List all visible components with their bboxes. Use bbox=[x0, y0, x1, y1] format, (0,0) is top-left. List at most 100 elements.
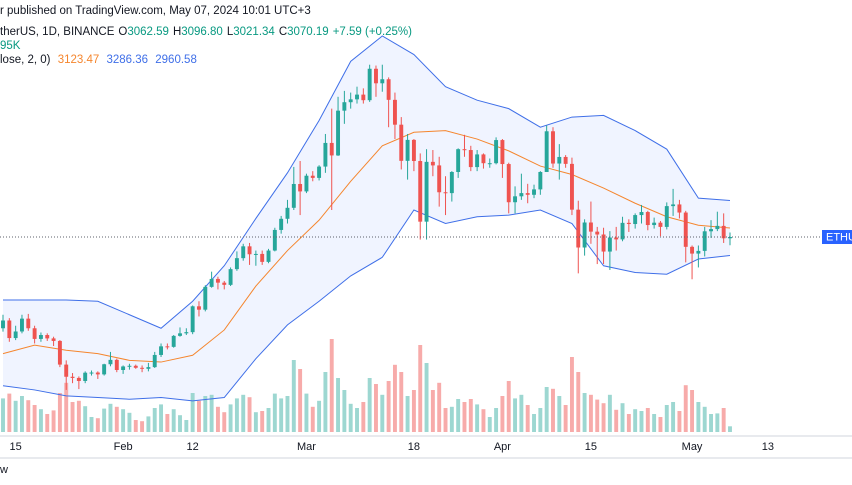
volume-bar bbox=[513, 398, 518, 432]
volume-bar bbox=[45, 414, 50, 432]
volume-bar bbox=[209, 394, 214, 432]
volume-bar bbox=[601, 403, 606, 432]
candle-body bbox=[557, 156, 562, 164]
ohlc-value: 3062.59 bbox=[127, 26, 169, 38]
candle-body bbox=[76, 377, 81, 381]
volume-bar bbox=[76, 400, 81, 432]
volume-bar bbox=[70, 402, 75, 432]
ohlc-label: O bbox=[118, 26, 128, 38]
legend-ohlc: therUS, 1D, BINANCE O3062.59 H3096.80 L3021… bbox=[0, 26, 416, 38]
volume-bar bbox=[728, 426, 732, 432]
volume-bar bbox=[367, 378, 372, 432]
volume-bar bbox=[234, 398, 239, 432]
x-tick-label: Mar bbox=[297, 441, 316, 453]
volume-bar bbox=[519, 394, 524, 432]
candle-body bbox=[671, 204, 676, 207]
candle-body bbox=[355, 94, 359, 100]
header: r published on TradingView.com, May 07, … bbox=[0, 5, 315, 17]
candle-body bbox=[304, 175, 309, 192]
candle-body bbox=[361, 94, 366, 101]
candle-body bbox=[190, 306, 195, 333]
volume-bar bbox=[652, 414, 657, 432]
volume-bar bbox=[13, 400, 18, 432]
candle-body bbox=[279, 218, 284, 230]
header-text: r published on TradingView.com, May 07, … bbox=[0, 5, 311, 17]
x-tick-label: 18 bbox=[408, 441, 420, 453]
candle-body bbox=[121, 366, 126, 370]
candle-body bbox=[664, 206, 669, 227]
candle-body bbox=[626, 222, 631, 225]
candle-body bbox=[506, 164, 511, 203]
volume-bar bbox=[430, 390, 435, 432]
volume-bar bbox=[607, 394, 612, 432]
x-tick-label: 13 bbox=[762, 441, 774, 453]
volume-bar bbox=[481, 409, 486, 432]
volume-bar bbox=[475, 404, 480, 432]
candle-body bbox=[228, 269, 233, 285]
candle-body bbox=[51, 338, 56, 341]
volume-bar bbox=[127, 412, 132, 432]
volume-bar bbox=[437, 382, 442, 432]
volume-bar bbox=[342, 390, 347, 432]
basis-value: 3123.47 bbox=[57, 54, 100, 66]
volume-bar bbox=[108, 403, 113, 432]
volume-bar bbox=[323, 372, 328, 432]
volume-bar bbox=[279, 398, 284, 432]
candle-body bbox=[481, 154, 486, 164]
volume-bar bbox=[386, 381, 391, 432]
volume-bar bbox=[32, 405, 37, 432]
volume-bar bbox=[380, 394, 385, 432]
candle-body bbox=[323, 142, 328, 167]
candle-body bbox=[500, 140, 505, 165]
volume-bar bbox=[633, 409, 638, 432]
volume-bar bbox=[671, 402, 676, 432]
volume-bar bbox=[683, 385, 688, 432]
volume-bar bbox=[253, 412, 258, 432]
volume-bar bbox=[228, 404, 233, 432]
candle-body bbox=[215, 278, 220, 283]
candle-body bbox=[475, 154, 480, 168]
candle-body bbox=[89, 372, 94, 374]
ohlc-value: 3070.19 bbox=[287, 26, 329, 38]
candle-body bbox=[462, 149, 467, 151]
volume-bar bbox=[374, 384, 378, 432]
candle-body bbox=[569, 163, 574, 210]
candle-body bbox=[152, 354, 157, 368]
candle-body bbox=[551, 131, 555, 164]
candle-body bbox=[639, 212, 644, 216]
volume-bar bbox=[721, 408, 726, 432]
volume-bar bbox=[715, 413, 720, 432]
volume-bar bbox=[418, 345, 423, 432]
volume-bar bbox=[184, 420, 189, 432]
candle-body bbox=[348, 99, 353, 103]
volume-bar bbox=[146, 416, 151, 432]
candle-body bbox=[399, 124, 404, 161]
volume-bar bbox=[348, 403, 353, 432]
volume-bar bbox=[468, 399, 473, 432]
candle-body bbox=[329, 142, 334, 156]
candle-body bbox=[108, 359, 113, 365]
volume-bar bbox=[247, 397, 252, 432]
volume-bar bbox=[114, 406, 119, 432]
volume-bar bbox=[392, 364, 397, 432]
volume-bar bbox=[595, 399, 600, 432]
candle-body bbox=[702, 231, 707, 251]
volume-bar bbox=[51, 410, 56, 432]
volume-bar bbox=[121, 409, 126, 432]
upper-band bbox=[3, 35, 731, 329]
volume-bar bbox=[7, 393, 12, 432]
candle-body bbox=[197, 306, 201, 310]
candle-body bbox=[260, 253, 265, 262]
ohlc-label: L bbox=[226, 26, 234, 38]
volume-bar bbox=[64, 382, 69, 432]
candle-body bbox=[247, 246, 252, 255]
candle-body bbox=[38, 335, 43, 339]
candle-body bbox=[430, 161, 435, 166]
volume-bar bbox=[102, 408, 107, 432]
candle-body bbox=[443, 192, 448, 194]
volume-bar bbox=[443, 408, 448, 432]
candle-body bbox=[418, 161, 423, 222]
volume-bar bbox=[411, 390, 416, 432]
volume-bar bbox=[487, 417, 492, 432]
